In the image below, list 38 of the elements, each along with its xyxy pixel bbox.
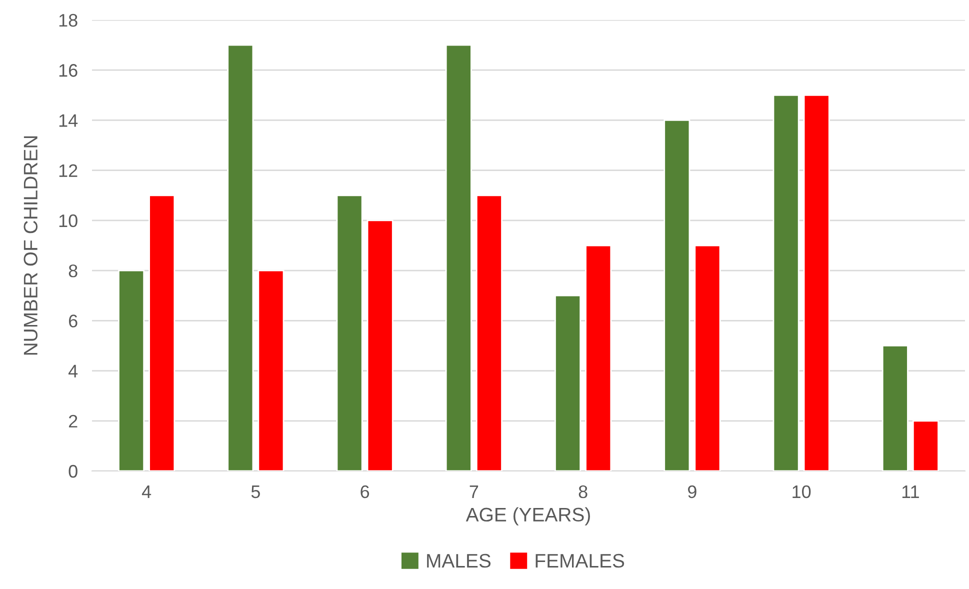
bar	[258, 270, 284, 471]
y-tick-label: 4	[68, 364, 78, 378]
x-axis-title: AGE (YEARS)	[466, 507, 590, 526]
bar	[445, 44, 472, 471]
bar	[694, 244, 721, 471]
y-tick-label: 0	[68, 464, 78, 478]
x-tick-label: 6	[360, 485, 370, 498]
bar	[882, 345, 908, 471]
x-tick-label: 5	[251, 486, 260, 498]
x-tick-label: 4	[142, 486, 152, 498]
legend-label: MALES	[427, 554, 491, 568]
bar	[554, 294, 582, 471]
bar	[227, 44, 254, 471]
bar	[585, 244, 612, 471]
y-tick-label: 8	[68, 264, 78, 278]
legend-label: FEMALES	[536, 554, 624, 568]
y-tick-label: 10	[59, 214, 78, 228]
y-tick-label: 12	[59, 164, 78, 177]
bar	[118, 270, 145, 471]
bar	[772, 94, 800, 471]
y-tick-label: 6	[68, 314, 78, 328]
bar	[366, 220, 394, 471]
y-tick-label: 14	[59, 114, 78, 127]
bar	[803, 94, 830, 471]
x-tick-label: 7	[470, 486, 478, 498]
bar	[148, 194, 176, 471]
bar	[476, 194, 502, 471]
x-tick-label: 8	[578, 485, 588, 498]
bar	[912, 420, 939, 471]
x-tick-label: 11	[902, 486, 919, 498]
x-tick-label: 9	[688, 485, 696, 498]
y-tick-label: 18	[59, 14, 78, 27]
y-tick-label: 16	[59, 64, 78, 77]
bar	[336, 194, 363, 471]
y-axis-title: NUMBER OF CHILDREN	[24, 136, 38, 355]
bar	[664, 120, 690, 471]
x-tick-label: 10	[792, 485, 811, 498]
y-tick-label: 2	[68, 414, 78, 428]
